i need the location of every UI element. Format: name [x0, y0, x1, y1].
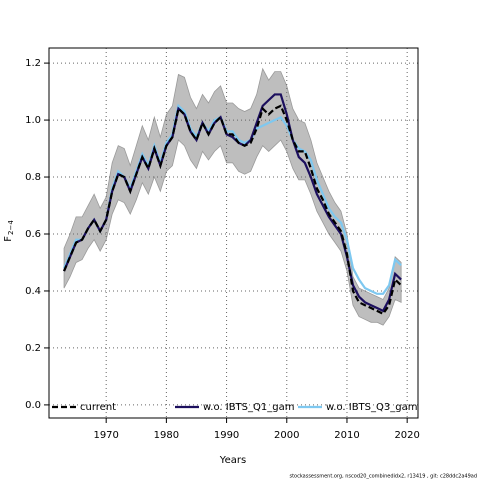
y-axis-label-group: F 2−4 — [3, 220, 15, 242]
line-series — [63, 104, 402, 316]
y-axis-label-subscript: 2−4 — [7, 220, 15, 235]
x-tick-label: 1990 — [214, 430, 239, 441]
y-axis-label: F — [3, 236, 14, 242]
x-tick-label: 1980 — [154, 430, 179, 441]
x-tick-label: 2000 — [274, 430, 299, 441]
y-tick-label: 1.2 — [25, 58, 41, 69]
x-tick-label: 1970 — [93, 430, 118, 441]
legend-label: w.o. IBTS_Q1_gam — [203, 402, 294, 413]
footnote: stockassessment.org, nscod20_combinedidx… — [289, 474, 477, 480]
y-tick-label: 0.6 — [25, 229, 41, 240]
y-tick-label: 0.0 — [25, 400, 41, 411]
legend-label: w.o. IBTS_Q3_gam — [326, 402, 417, 413]
confidence-band — [63, 67, 402, 326]
x-axis-label: Years — [219, 455, 246, 466]
plot-frame — [48, 47, 419, 419]
x-tick-label: 2020 — [394, 430, 419, 441]
y-tick-label: 0.8 — [25, 172, 41, 183]
line-series — [63, 103, 402, 295]
y-tick-label: 0.2 — [25, 343, 41, 354]
x-tick-label: 2010 — [334, 430, 359, 441]
legend-label: current — [80, 402, 116, 413]
y-tick-label: 0.4 — [25, 286, 41, 297]
y-tick-label: 1.0 — [25, 115, 41, 126]
